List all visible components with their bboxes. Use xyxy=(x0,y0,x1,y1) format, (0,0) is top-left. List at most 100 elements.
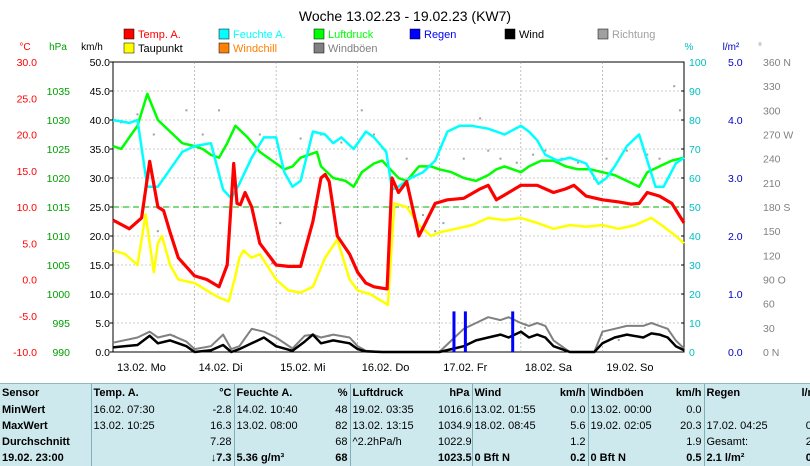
stats-cell: 19.02. 03:35 xyxy=(349,402,436,418)
wind-tick: 10.0 xyxy=(90,289,111,301)
direction-point xyxy=(515,161,518,164)
taupunkt-series-line xyxy=(112,202,685,307)
direction-point xyxy=(185,109,188,112)
chart-grid xyxy=(112,61,685,353)
stats-cell: 0.7 xyxy=(805,420,810,432)
direction-point xyxy=(218,109,221,112)
direction-point xyxy=(373,133,376,136)
humidity-tick: 60 xyxy=(689,173,701,185)
direction-tick: 240 xyxy=(763,154,781,166)
rain-axis-unit: l/m² xyxy=(723,42,740,53)
temp-series-line xyxy=(112,159,686,291)
wind-tick: 45.0 xyxy=(90,86,111,98)
humidity-tick: 100 xyxy=(689,57,707,69)
temp-tick: 0.0 xyxy=(22,275,37,287)
stats-cell: 0.2 xyxy=(570,452,586,464)
stats-cell: % xyxy=(337,387,348,399)
pressure-tick: 1000 xyxy=(47,289,71,301)
rain-bar xyxy=(452,311,456,352)
x-label-day: 14.02. Di xyxy=(199,362,243,374)
wind-tick: 5.0 xyxy=(95,318,110,330)
direction-point xyxy=(605,157,608,160)
direction-point xyxy=(646,153,649,156)
wind-tick: 0.0 xyxy=(95,347,110,359)
legend-label-feuchte: Feuchte A. xyxy=(233,29,286,41)
stats-row: MinWert 16.02. 07:30 -2.8 14.02. 10:40 48 19.… xyxy=(0,402,810,418)
direction-tick: 210 xyxy=(763,178,781,190)
stats-cell: 2.1 xyxy=(805,436,810,448)
stats-cell: 1034.9 xyxy=(438,420,472,432)
direction-point xyxy=(479,117,482,120)
stats-cell: ^2.2hPa/h xyxy=(349,434,436,450)
pressure-tick: 1015 xyxy=(47,202,71,214)
humidity-tick: 10 xyxy=(689,318,701,330)
pressure-tick: 1035 xyxy=(47,86,71,98)
stats-cell xyxy=(703,402,780,418)
direction-point xyxy=(544,149,547,152)
direction-tick: 300 xyxy=(763,105,781,117)
stats-row: MaxWert 13.02. 10:25 16.3 13.02. 08:00 82 13.… xyxy=(0,418,810,434)
direction-point xyxy=(532,153,535,156)
humidity-tick: 0 xyxy=(689,347,695,359)
legend-label-wind: Wind xyxy=(519,29,544,41)
stats-cell: km/h xyxy=(559,387,586,399)
direction-point xyxy=(523,326,526,329)
direction-point xyxy=(576,161,579,164)
stats-row: 19.02. 23:00 ↓7.3 5.36 g/m³ 68 1023.5 0 Bft N… xyxy=(0,450,810,466)
direction-point xyxy=(279,222,282,225)
stats-cell: Regen xyxy=(703,384,780,402)
rain-bar xyxy=(511,311,515,352)
stats-cell: 0.5 xyxy=(686,452,702,464)
stats-cell xyxy=(90,434,186,450)
direction-tick: 360 N xyxy=(763,57,791,69)
pressure-tick: 1030 xyxy=(47,115,71,127)
stats-cell: Wind xyxy=(471,384,552,402)
stats-cell: 0.0 xyxy=(686,404,702,416)
wind-tick: 25.0 xyxy=(90,202,111,214)
humidity-tick: 90 xyxy=(689,86,701,98)
temp-tick: 5.0 xyxy=(22,238,37,250)
direction-point xyxy=(625,149,628,152)
wind-tick: 30.0 xyxy=(90,173,111,185)
direction-point xyxy=(434,230,437,233)
rain-tick: 5.0 xyxy=(728,57,743,69)
stats-cell: 1023.5 xyxy=(438,452,472,464)
stats-cell: -2.8 xyxy=(212,404,232,416)
humidity-tick: 20 xyxy=(689,289,701,301)
stats-cell: MinWert xyxy=(2,404,46,416)
temp-axis-unit: °C xyxy=(19,42,30,53)
pressure-tick: 1010 xyxy=(47,231,71,243)
stats-cell: Feuchte A. xyxy=(233,384,314,402)
stats-cell: Windböen xyxy=(587,384,668,402)
direction-point xyxy=(360,109,363,112)
pressure-axis-unit: hPa xyxy=(49,42,67,53)
stats-cell: Sensor xyxy=(2,387,40,399)
stats-cell: 0.0 xyxy=(805,452,810,464)
stats-cell xyxy=(349,450,436,466)
wind-tick: 35.0 xyxy=(90,144,111,156)
direction-point xyxy=(152,133,155,136)
humidity-tick: 30 xyxy=(689,260,701,272)
rain-tick: 2.0 xyxy=(728,231,743,243)
direction-point xyxy=(258,133,261,136)
stats-cell: hPa xyxy=(449,387,470,399)
temp-tick: -10.0 xyxy=(13,347,37,359)
legend-swatch-windboeen xyxy=(313,42,325,54)
direction-point xyxy=(340,141,343,144)
stats-cell: 5.36 g/m³ xyxy=(233,450,314,466)
temp-tick: 10.0 xyxy=(17,202,38,214)
rain-tick: 1.0 xyxy=(728,289,743,301)
stats-cell: 1.2 xyxy=(570,436,586,448)
chart-title: Woche 13.02.23 - 19.02.23 (KW7) xyxy=(299,8,511,24)
legend-swatch-luftdruck xyxy=(313,28,325,40)
stats-cell: Durchschnitt xyxy=(2,436,70,448)
direction-axis-unit: ° xyxy=(758,42,762,53)
x-label-day: 16.02. Do xyxy=(362,362,410,374)
stats-row: Durchschnitt 7.28 68 ^2.2hPa/h 1022.9 1.2 1.9 G… xyxy=(0,434,810,450)
wind-axis-unit: km/h xyxy=(81,42,103,53)
x-axis-labels: 13.02. Mo 14.02. Di 15.02. Mi 16.02. Do 17.0… xyxy=(117,362,654,374)
axis-tick-labels: 30.0 25.0 20.0 15.0 10.0 5.0 0.0 -5.0 -10.0 1035 1… xyxy=(13,57,793,359)
pressure-tick: 990 xyxy=(52,347,70,359)
stats-cell: 1022.9 xyxy=(438,436,472,448)
stats-cell: km/h xyxy=(675,387,702,399)
